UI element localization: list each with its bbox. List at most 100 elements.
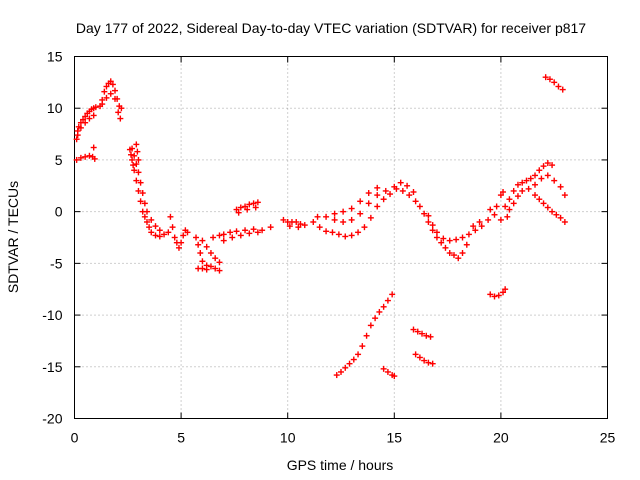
data-point	[141, 200, 148, 207]
data-point	[536, 167, 543, 174]
data-point	[180, 232, 187, 239]
data-point	[561, 218, 568, 225]
data-point	[527, 175, 534, 182]
data-point	[491, 211, 498, 218]
data-point	[141, 213, 148, 220]
data-point	[103, 94, 110, 101]
y-tick-label: -20	[42, 411, 62, 427]
data-point	[280, 216, 287, 223]
y-tick-label: 5	[55, 152, 63, 168]
y-tick-label: -10	[42, 307, 62, 323]
data-point	[374, 203, 381, 210]
data-point	[384, 297, 391, 304]
data-point	[519, 179, 526, 186]
data-point	[391, 183, 398, 190]
data-point	[536, 196, 543, 203]
data-point	[433, 229, 440, 236]
data-point	[203, 266, 210, 273]
data-point	[438, 239, 445, 246]
data-point	[446, 237, 453, 244]
data-point	[286, 223, 293, 230]
data-point	[133, 177, 140, 184]
data-point	[497, 216, 504, 223]
data-point	[316, 224, 323, 231]
data-point	[546, 76, 553, 83]
data-point	[459, 250, 466, 257]
data-point	[171, 234, 178, 241]
data-point	[148, 229, 155, 236]
data-point	[544, 204, 551, 211]
data-point	[156, 227, 163, 234]
data-point	[404, 182, 411, 189]
data-point	[544, 160, 551, 167]
data-point	[112, 95, 119, 102]
data-point	[133, 141, 140, 148]
data-point	[161, 231, 168, 238]
data-point	[90, 144, 97, 151]
data-point	[367, 322, 374, 329]
data-point	[551, 79, 558, 86]
data-point	[487, 291, 494, 298]
data-point	[314, 213, 321, 220]
data-point	[73, 156, 80, 163]
data-point	[246, 201, 253, 208]
data-point	[101, 88, 108, 95]
data-point	[410, 326, 417, 333]
data-point	[184, 229, 191, 236]
y-tick-label: -15	[42, 359, 62, 375]
x-tick-label: 15	[387, 430, 403, 446]
data-point	[382, 187, 389, 194]
data-point	[406, 192, 413, 199]
data-point	[143, 218, 150, 225]
data-point	[410, 188, 417, 195]
data-point	[419, 330, 426, 337]
data-point	[117, 115, 124, 122]
data-point	[165, 229, 172, 236]
data-point	[109, 81, 116, 88]
data-point	[387, 191, 394, 198]
data-point	[237, 232, 244, 239]
data-point	[118, 105, 125, 112]
x-tick-label: 5	[177, 430, 185, 446]
data-point	[293, 218, 300, 225]
data-point	[455, 255, 462, 262]
data-point	[384, 368, 391, 375]
data-point	[429, 222, 436, 229]
data-point	[73, 136, 80, 143]
data-point	[323, 228, 330, 235]
data-point	[252, 204, 259, 211]
data-point	[540, 163, 547, 170]
data-point	[365, 190, 372, 197]
x-tick-label: 0	[71, 430, 79, 446]
data-point	[246, 230, 253, 237]
x-tick-label: 10	[280, 430, 296, 446]
data-point	[250, 200, 257, 207]
data-point	[416, 203, 423, 210]
data-point	[399, 187, 406, 194]
data-point	[250, 226, 257, 233]
data-point	[523, 177, 530, 184]
data-point	[207, 263, 214, 270]
data-point	[361, 224, 368, 231]
data-point	[350, 356, 357, 363]
data-point	[130, 162, 137, 169]
data-point	[301, 222, 308, 229]
data-point	[86, 115, 93, 122]
data-point	[540, 200, 547, 207]
data-markers	[73, 74, 568, 380]
data-point	[551, 177, 558, 184]
data-point	[532, 192, 539, 199]
data-point	[510, 200, 517, 207]
data-point	[169, 224, 176, 231]
data-point	[487, 206, 494, 213]
data-point	[342, 233, 349, 240]
data-point	[478, 223, 485, 230]
data-point	[295, 224, 302, 231]
data-point	[323, 213, 330, 220]
data-point	[329, 229, 336, 236]
data-point	[254, 229, 261, 236]
data-point	[115, 109, 122, 116]
data-point	[199, 258, 206, 265]
data-point	[491, 293, 498, 300]
data-point	[440, 235, 447, 242]
